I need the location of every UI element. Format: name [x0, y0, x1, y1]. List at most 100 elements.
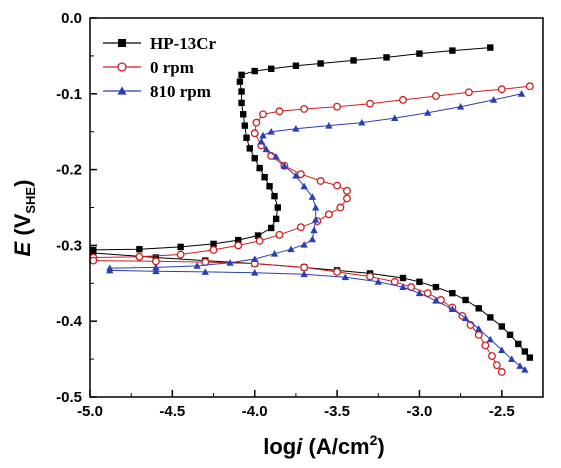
- series-1-point-12: [343, 186, 351, 195]
- series-0-point-42: [462, 296, 469, 304]
- series-0-point-30: [487, 44, 494, 51]
- series-2-point-8: [308, 235, 317, 243]
- x-tick-label-0: -5.0: [77, 403, 103, 420]
- series-0-point-2: [177, 243, 184, 251]
- series-0-point-48: [521, 348, 529, 355]
- series-2-point-2: [193, 262, 201, 269]
- series-2-point-5: [270, 250, 279, 257]
- series-1-point-24: [333, 102, 342, 111]
- series-0-point-10: [266, 183, 273, 190]
- series-2-point-24: [391, 114, 399, 121]
- series-1-point-26: [399, 95, 407, 104]
- x-tick-label-1: -4.5: [159, 403, 185, 420]
- series-1-point-3: [209, 245, 218, 254]
- series-0-point-45: [498, 323, 506, 330]
- series-1-point-13: [333, 181, 342, 190]
- series-0-point-29: [449, 47, 456, 54]
- series-2-point-41: [475, 325, 483, 332]
- series-0-point-16: [241, 122, 249, 129]
- series-2-point-35: [374, 278, 382, 285]
- series-1-point-48: [492, 361, 501, 370]
- series-0-point-26: [350, 57, 357, 64]
- series-0-point-47: [515, 340, 522, 348]
- series-2-point-11: [311, 203, 320, 211]
- series-0-point-14: [246, 145, 253, 152]
- series-0-point-44: [487, 314, 494, 321]
- legend-label-2: 810 rpm: [150, 82, 211, 101]
- series-2-point-40: [461, 314, 470, 322]
- series-0-point-1: [136, 245, 143, 253]
- series-2-point-13: [300, 182, 308, 190]
- series-0-point-3: [210, 240, 217, 248]
- series-2-point-30: [152, 267, 160, 275]
- series-2-point-37: [415, 289, 424, 297]
- series-1-point-6: [275, 230, 284, 239]
- series-1-point-5: [255, 236, 264, 245]
- series-2-point-17: [262, 145, 270, 153]
- series-0-point-15: [243, 134, 250, 141]
- series-2-point-28: [517, 90, 526, 97]
- series-0-point-21: [238, 71, 245, 79]
- x-tick-label-3: -3.5: [324, 403, 350, 420]
- series-1-point-29: [497, 85, 506, 94]
- series-1-point-28: [464, 88, 473, 97]
- series-2-point-46: [521, 366, 529, 373]
- series-0-point-5: [254, 232, 262, 239]
- series-0-point-8: [274, 204, 281, 211]
- series-0-point-31: [90, 249, 97, 257]
- series-1-point-33: [201, 258, 210, 267]
- series-2-point-38: [432, 297, 440, 304]
- y-tick-label-2: -0.2: [56, 162, 82, 179]
- series-1-point-1: [135, 252, 144, 261]
- series-1-point-7: [296, 223, 305, 232]
- legend-label-0: HP-13Cr: [150, 34, 217, 53]
- series-0-point-28: [416, 50, 423, 57]
- series-0-point-23: [268, 65, 275, 72]
- series-0-point-46: [506, 331, 514, 339]
- series-2-point-3: [226, 259, 234, 266]
- series-0-point-27: [383, 54, 390, 61]
- axes-layer: -5.0 -4.5 -4.0 -3.5 -3.0 -2.5 0.0 -0.1 -0.2 -0.3 -…: [56, 10, 544, 420]
- series-0-point-17: [239, 111, 247, 118]
- series-2-point-1: [152, 263, 160, 271]
- series-0-point-18: [238, 99, 245, 107]
- series-2-point-6: [287, 245, 295, 253]
- legend-marker-0: [118, 39, 126, 47]
- series-0-point-40: [432, 283, 440, 291]
- y-tick-label-4: -0.4: [56, 313, 83, 330]
- series-1-point-46: [481, 341, 490, 350]
- series-0-point-7: [272, 215, 280, 223]
- series-2-point-4: [251, 255, 259, 262]
- series-1-point-10: [336, 203, 345, 212]
- series-2-point-10: [311, 215, 320, 223]
- series-1-point-20: [252, 118, 261, 127]
- series-0-point-13: [251, 155, 258, 162]
- series-2-point-34: [341, 273, 350, 281]
- series-1-point-45: [474, 330, 483, 339]
- series-2-point-14: [292, 171, 300, 179]
- series-2-point-26: [456, 103, 465, 110]
- series-1-point-19: [250, 129, 259, 138]
- series-2-point-31: [201, 268, 209, 275]
- series-1-point-2: [176, 250, 185, 259]
- x-tick-label-2: -4.0: [242, 403, 268, 420]
- series-1-point-4: [234, 241, 243, 250]
- series-2-point-22: [325, 121, 333, 129]
- y-tick-label-1: -0.1: [56, 86, 82, 103]
- series-0-line-0: [93, 47, 491, 251]
- y-axis-title: E (VSHE): [10, 180, 38, 257]
- series-0-point-49: [526, 354, 534, 361]
- series-2-point-7: [300, 240, 308, 248]
- x-tick-label-4: -3.0: [407, 403, 433, 420]
- x-tick-label-5: -2.5: [489, 403, 515, 420]
- series-0-point-25: [317, 60, 324, 67]
- series-2-point-20: [267, 128, 275, 135]
- series-0-point-11: [261, 173, 268, 181]
- series-0-point-20: [236, 78, 244, 85]
- series-2-point-25: [424, 109, 432, 116]
- series-2-point-9: [310, 226, 318, 234]
- series-1-point-30: [525, 82, 534, 91]
- series-2-point-19: [259, 131, 267, 139]
- series-0-point-4: [235, 236, 242, 244]
